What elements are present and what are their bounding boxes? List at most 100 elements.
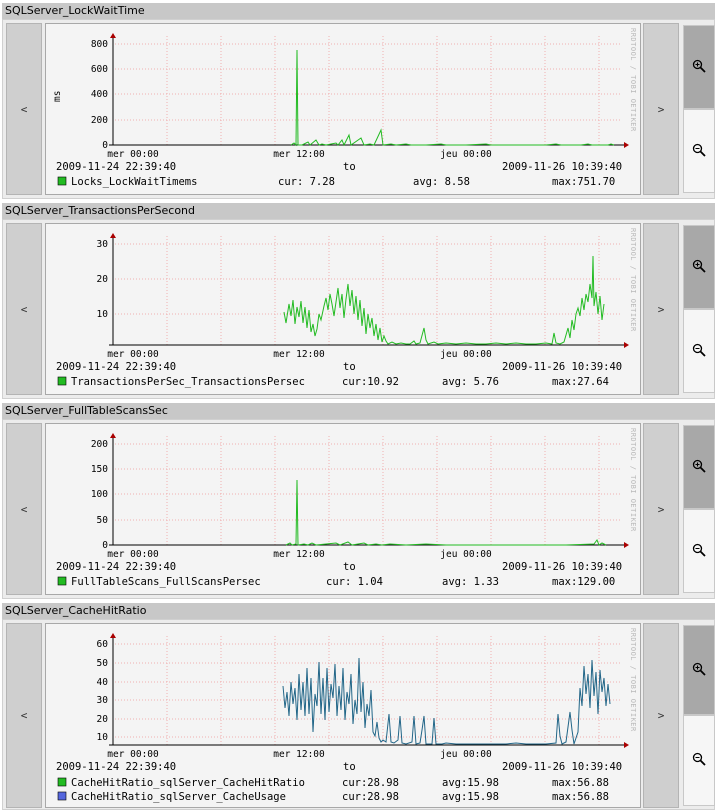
y-axis-label: ms xyxy=(52,91,63,102)
legend-max: max:751.70 xyxy=(552,176,615,188)
y-tick-label: 0 xyxy=(102,540,108,551)
panel-title: SQLServer_LockWaitTime xyxy=(2,3,715,19)
y-tick-label: 20 xyxy=(97,714,109,725)
zoom-out-button[interactable] xyxy=(683,109,715,193)
x-tick-label: jeu 00:00 xyxy=(440,749,492,760)
series-line-fulltablescans xyxy=(285,479,607,546)
next-period-button[interactable]: > xyxy=(643,623,679,808)
zoom-out-icon xyxy=(692,142,706,161)
legend-avg: avg: 5.76 xyxy=(442,376,499,388)
y-tick-label: 150 xyxy=(91,464,108,475)
axes xyxy=(109,233,629,348)
watermark-text: RRDTOOL / TOBI OETIKER xyxy=(629,28,637,132)
panel-title: SQLServer_FullTableScansSec xyxy=(2,403,715,419)
graph-image: RRDTOOL / TOBI OETIKER xyxy=(45,623,641,808)
legend-swatch xyxy=(57,376,67,386)
zoom-out-button[interactable] xyxy=(683,715,715,806)
zoom-controls xyxy=(683,625,715,806)
graph-panel-full-table-scans-sec: SQLServer_FullTableScansSec < RRDTOOL / … xyxy=(0,403,719,600)
series-line-transactionspersec xyxy=(283,255,605,345)
x-tick-label: mer 00:00 xyxy=(107,549,159,560)
axes xyxy=(109,433,629,548)
legend-cur: cur: 1.04 xyxy=(326,576,383,588)
y-tick-label: 60 xyxy=(97,639,109,650)
zoom-in-button[interactable] xyxy=(683,625,715,715)
zoom-in-icon xyxy=(692,458,706,477)
chart-svg: RRDTOOL / TOBI OETIKER xyxy=(56,428,637,588)
prev-period-button[interactable]: < xyxy=(6,23,42,195)
chart-svg: RRDTOOL / TOBI OETIKER xyxy=(56,228,637,388)
x-tick-label: jeu 00:00 xyxy=(440,149,492,160)
panel-body: < RRDTOOL / TOBI OETIKER ms xyxy=(2,19,715,199)
legend-row: FullTableScans_FullScansPersec cur: 1.04… xyxy=(57,576,615,588)
next-period-button[interactable]: > xyxy=(643,23,679,195)
legend-avg: avg: 8.58 xyxy=(413,176,470,188)
y-tick-label: 20 xyxy=(97,274,109,285)
zoom-out-icon xyxy=(692,542,706,561)
range-start: 2009-11-24 22:39:40 xyxy=(56,161,176,173)
zoom-controls xyxy=(683,225,715,393)
zoom-out-icon xyxy=(692,751,706,770)
zoom-out-button[interactable] xyxy=(683,309,715,393)
zoom-in-button[interactable] xyxy=(683,425,715,509)
next-period-button[interactable]: > xyxy=(643,223,679,395)
axes xyxy=(109,33,629,148)
series-line-locks-lockwaittimems xyxy=(290,49,615,147)
legend-cur: cur:10.92 xyxy=(342,376,399,388)
graph-panel-transactions-per-second: SQLServer_TransactionsPerSecond < RRDTOO… xyxy=(0,203,719,400)
legend-name: CacheHitRatio_sqlServer_CacheUsage xyxy=(71,791,286,803)
x-tick-label: jeu 00:00 xyxy=(440,349,492,360)
legend-swatch xyxy=(57,176,67,186)
y-tick-label: 30 xyxy=(97,239,109,250)
y-tick-label: 800 xyxy=(91,39,108,50)
x-tick-label: mer 12:00 xyxy=(273,149,325,160)
prev-period-button[interactable]: < xyxy=(6,623,42,808)
graph-image: RRDTOOL / TOBI OETIKER xyxy=(45,223,641,395)
legend-max: max:27.64 xyxy=(552,376,609,388)
x-tick-label: mer 12:00 xyxy=(273,749,325,760)
chart-svg: RRDTOOL / TOBI OETIKER ms xyxy=(52,28,637,188)
zoom-in-button[interactable] xyxy=(683,25,715,109)
range-to: to xyxy=(343,561,356,573)
range-to: to xyxy=(343,361,356,373)
graph-panel-cache-hit-ratio: SQLServer_CacheHitRatio < RRDTOOL / TOBI… xyxy=(0,603,719,810)
legend-max: max:56.88 xyxy=(552,777,609,789)
range-end: 2009-11-26 10:39:40 xyxy=(502,161,622,173)
series-line-cachehitratio xyxy=(282,657,611,745)
graph-image: RRDTOOL / TOBI OETIKER xyxy=(45,423,641,595)
x-tick-label: mer 00:00 xyxy=(107,349,159,360)
legend-avg: avg:15.98 xyxy=(442,791,499,803)
legend-cur: cur:28.98 xyxy=(342,791,399,803)
next-period-button[interactable]: > xyxy=(643,423,679,595)
y-tick-label: 50 xyxy=(97,658,109,669)
range-start: 2009-11-24 22:39:40 xyxy=(56,561,176,573)
legend-cur: cur: 7.28 xyxy=(278,176,335,188)
x-tick-label: jeu 00:00 xyxy=(440,549,492,560)
zoom-out-button[interactable] xyxy=(683,509,715,593)
legend-avg: avg:15.98 xyxy=(442,777,499,789)
legend-row: TransactionsPerSec_TransactionsPersec cu… xyxy=(57,376,609,388)
panel-body: < RRDTOOL / TOBI OETIKER xyxy=(2,619,715,810)
y-tick-label: 200 xyxy=(91,115,108,126)
watermark-text: RRDTOOL / TOBI OETIKER xyxy=(629,228,637,332)
y-tick-label: 100 xyxy=(91,489,108,500)
legend-avg: avg: 1.33 xyxy=(442,576,499,588)
range-end: 2009-11-26 10:39:40 xyxy=(502,761,622,773)
y-tick-label: 200 xyxy=(91,439,108,450)
zoom-controls xyxy=(683,425,715,593)
prev-period-button[interactable]: < xyxy=(6,423,42,595)
legend-name: CacheHitRatio_sqlServer_CacheHitRatio xyxy=(71,777,305,789)
range-end: 2009-11-26 10:39:40 xyxy=(502,361,622,373)
zoom-in-button[interactable] xyxy=(683,225,715,309)
range-to: to xyxy=(343,161,356,173)
zoom-out-icon xyxy=(692,342,706,361)
legend-row: CacheHitRatio_sqlServer_CacheUsage cur:2… xyxy=(57,791,609,803)
axes xyxy=(109,633,629,748)
graph-image: RRDTOOL / TOBI OETIKER ms xyxy=(45,23,641,195)
watermark: RRDTOOL / TOBI OETIKER xyxy=(629,228,637,332)
legend-name: TransactionsPerSec_TransactionsPersec xyxy=(71,376,305,388)
prev-period-button[interactable]: < xyxy=(6,223,42,395)
zoom-in-icon xyxy=(692,258,706,277)
watermark: RRDTOOL / TOBI OETIKER xyxy=(629,28,637,132)
panel-title: SQLServer_CacheHitRatio xyxy=(2,603,715,619)
